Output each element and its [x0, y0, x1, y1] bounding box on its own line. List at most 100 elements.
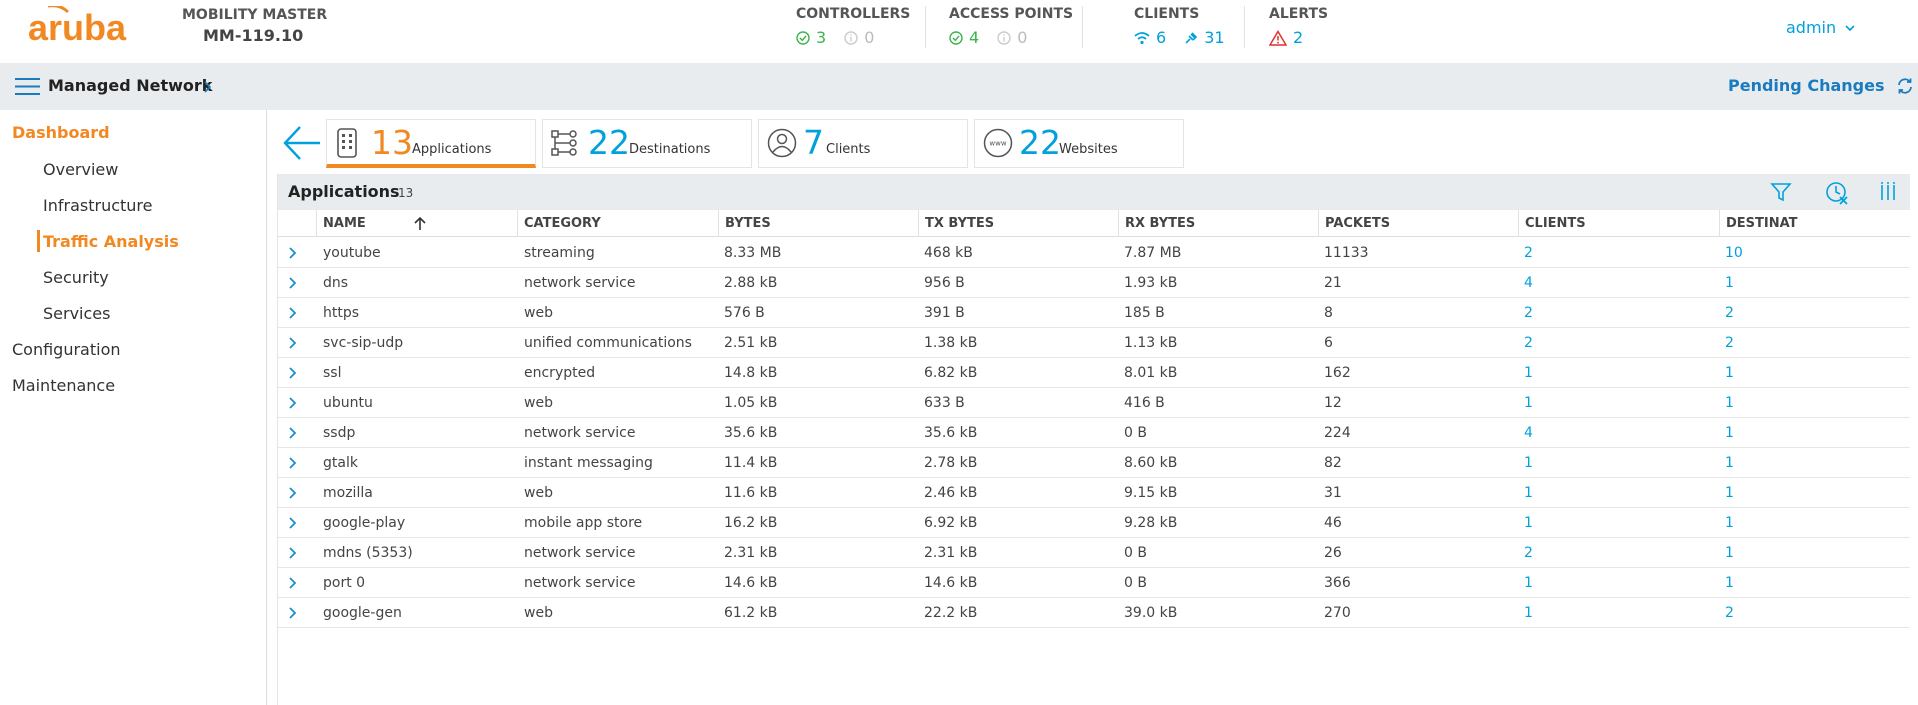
table-row[interactable]: mdns (5353) network service 2.31 kB 2.31 kB… — [278, 538, 1910, 568]
expand-row-icon[interactable] — [288, 576, 298, 590]
expand-row-icon[interactable] — [288, 246, 298, 260]
expand-row-icon[interactable] — [288, 276, 298, 290]
expand-row-icon[interactable] — [288, 336, 298, 350]
cell-destinations[interactable]: 1 — [1725, 275, 1734, 291]
access-points-down[interactable]: 0 — [997, 28, 1027, 47]
table-row[interactable]: port 0 network service 14.6 kB 14.6 kB 0 B 36… — [278, 568, 1910, 598]
user-circle-icon — [767, 128, 797, 158]
column-bytes[interactable]: BYTES — [718, 210, 918, 237]
column-name[interactable]: NAME — [316, 210, 517, 237]
controllers-down[interactable]: 0 — [844, 28, 874, 47]
expand-row-icon[interactable] — [288, 456, 298, 470]
cell-destinations[interactable]: 10 — [1725, 245, 1743, 261]
alerts-count[interactable]: 2 — [1269, 28, 1303, 47]
expand-row-icon[interactable] — [288, 396, 298, 410]
table-row[interactable]: dns network service 2.88 kB 956 B 1.93 kB 21 4… — [278, 268, 1910, 298]
table-row[interactable]: svc-sip-udp unified communications 2.51 kB… — [278, 328, 1910, 358]
back-arrow-icon[interactable] — [282, 124, 322, 162]
cell-clients[interactable]: 1 — [1524, 395, 1533, 411]
managed-network-title[interactable]: Managed Network — [48, 76, 213, 95]
cell-destinations[interactable]: 1 — [1725, 515, 1734, 531]
tab-websites[interactable]: www 22 Websites — [974, 119, 1184, 168]
cell-category: web — [524, 605, 553, 621]
table-row[interactable]: ssdp network service 35.6 kB 35.6 kB 0 B 224 4… — [278, 418, 1910, 448]
table-row[interactable]: ssl encrypted 14.8 kB 6.82 kB 8.01 kB 162 1 1 — [278, 358, 1910, 388]
sidebar-item-infrastructure[interactable]: Infrastructure — [43, 196, 153, 215]
sidebar-item-services[interactable]: Services — [43, 304, 111, 323]
cell-rx-bytes: 9.28 kB — [1124, 515, 1178, 531]
cell-destinations[interactable]: 1 — [1725, 485, 1734, 501]
cell-clients[interactable]: 1 — [1524, 515, 1533, 531]
cell-clients[interactable]: 1 — [1524, 455, 1533, 471]
cell-destinations[interactable]: 2 — [1725, 605, 1734, 621]
table-row[interactable]: ubuntu web 1.05 kB 633 B 416 B 12 1 1 — [278, 388, 1910, 418]
tab-destinations[interactable]: 22 Destinations — [542, 119, 752, 168]
cell-destinations[interactable]: 2 — [1725, 305, 1734, 321]
cell-clients[interactable]: 2 — [1524, 335, 1533, 351]
expand-row-icon[interactable] — [288, 426, 298, 440]
expand-row-icon[interactable] — [288, 606, 298, 620]
column-category[interactable]: CATEGORY — [517, 210, 718, 237]
cell-destinations[interactable]: 1 — [1725, 455, 1734, 471]
cell-packets: 270 — [1324, 605, 1351, 621]
pending-changes-button[interactable]: Pending Changes — [1728, 76, 1914, 95]
columns-icon[interactable] — [1878, 181, 1898, 203]
expand-row-icon[interactable] — [288, 486, 298, 500]
table-row[interactable]: https web 576 B 391 B 185 B 8 2 2 — [278, 298, 1910, 328]
sidebar-item-security[interactable]: Security — [43, 268, 109, 287]
expand-row-icon[interactable] — [288, 306, 298, 320]
expand-row-icon[interactable] — [288, 546, 298, 560]
column-packets[interactable]: PACKETS — [1318, 210, 1518, 237]
expand-row-icon[interactable] — [288, 516, 298, 530]
cell-destinations[interactable]: 1 — [1725, 425, 1734, 441]
column-clients[interactable]: CLIENTS — [1518, 210, 1719, 237]
cell-tx-bytes: 633 B — [924, 395, 965, 411]
cell-clients[interactable]: 1 — [1524, 485, 1533, 501]
column-rx-bytes[interactable]: RX BYTES — [1118, 210, 1318, 237]
cell-clients[interactable]: 1 — [1524, 605, 1533, 621]
cell-tx-bytes: 22.2 kB — [924, 605, 978, 621]
cell-clients[interactable]: 1 — [1524, 365, 1533, 381]
cell-destinations[interactable]: 1 — [1725, 575, 1734, 591]
sidebar-item-configuration[interactable]: Configuration — [12, 340, 121, 359]
table-row[interactable]: youtube streaming 8.33 MB 468 kB 7.87 MB 1113… — [278, 238, 1910, 268]
table-row[interactable]: gtalk instant messaging 11.4 kB 2.78 kB 8.60… — [278, 448, 1910, 478]
cell-destinations[interactable]: 1 — [1725, 545, 1734, 561]
cell-destinations[interactable]: 1 — [1725, 395, 1734, 411]
cell-destinations[interactable]: 2 — [1725, 335, 1734, 351]
cell-clients[interactable]: 4 — [1524, 425, 1533, 441]
table-row[interactable]: google-play mobile app store 16.2 kB 6.92 k… — [278, 508, 1910, 538]
column-tx-bytes[interactable]: TX BYTES — [918, 210, 1118, 237]
table-row[interactable]: google-gen web 61.2 kB 22.2 kB 39.0 kB 270 1 2 — [278, 598, 1910, 628]
aruba-logo[interactable]: aruba — [28, 4, 153, 50]
cell-clients[interactable]: 2 — [1524, 545, 1533, 561]
table-row[interactable]: mozilla web 11.6 kB 2.46 kB 9.15 kB 31 1 1 — [278, 478, 1910, 508]
cell-clients[interactable]: 1 — [1524, 575, 1533, 591]
sidebar-item-dashboard[interactable]: Dashboard — [12, 123, 110, 142]
clients-wired[interactable]: 31 — [1184, 28, 1225, 47]
tab-clients[interactable]: 7 Clients — [758, 119, 968, 168]
sidebar-item-overview[interactable]: Overview — [43, 160, 119, 179]
cell-clients[interactable]: 4 — [1524, 275, 1533, 291]
cell-name: https — [323, 305, 360, 321]
hamburger-menu-icon[interactable] — [15, 77, 40, 96]
filter-icon[interactable] — [1770, 181, 1792, 203]
column-destinations[interactable]: DESTINAT — [1719, 210, 1810, 237]
cell-packets: 224 — [1324, 425, 1351, 441]
table-header: NAME CATEGORY BYTES TX BYTES RX BYTES PA… — [278, 210, 1910, 237]
cell-destinations[interactable]: 1 — [1725, 365, 1734, 381]
sidebar-item-traffic-analysis[interactable]: Traffic Analysis — [43, 232, 179, 251]
tab-applications[interactable]: 13 Applications — [326, 119, 536, 168]
chevron-right-icon[interactable] — [203, 80, 212, 94]
controllers-up[interactable]: 3 — [796, 28, 826, 47]
clients-wireless[interactable]: 6 — [1134, 28, 1166, 47]
cell-clients[interactable]: 2 — [1524, 305, 1533, 321]
expand-row-icon[interactable] — [288, 366, 298, 380]
sidebar-item-maintenance[interactable]: Maintenance — [12, 376, 116, 395]
cell-clients[interactable]: 2 — [1524, 245, 1533, 261]
user-menu[interactable]: admin — [1786, 18, 1856, 37]
cell-tx-bytes: 6.82 kB — [924, 365, 978, 381]
cell-rx-bytes: 7.87 MB — [1124, 245, 1182, 261]
access-points-up[interactable]: 4 — [949, 28, 979, 47]
clear-sort-icon[interactable] — [1825, 181, 1849, 205]
